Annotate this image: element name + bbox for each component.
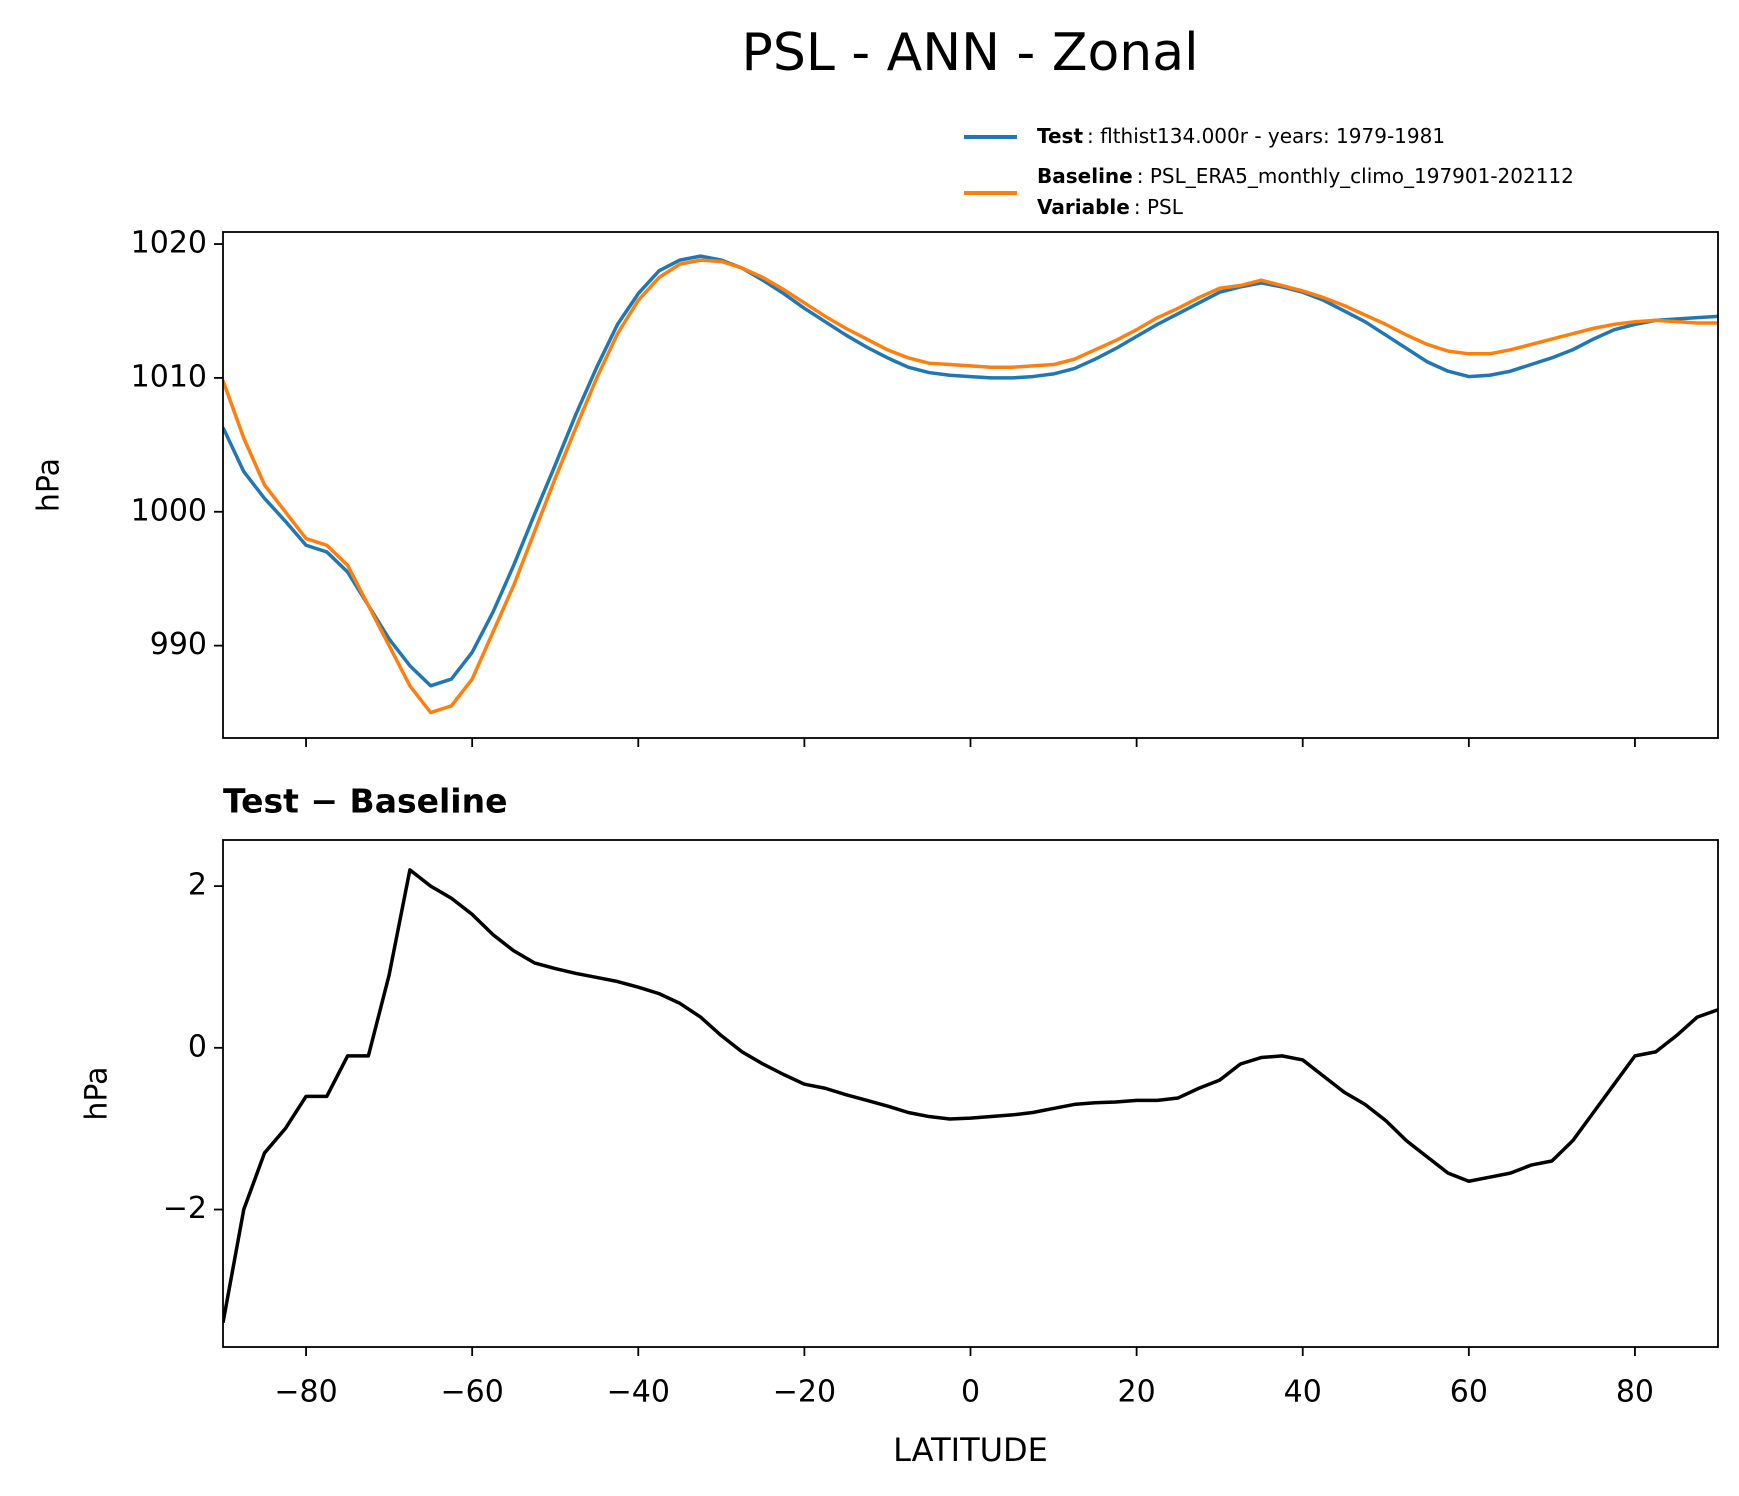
x-tick-label: 80: [1616, 1375, 1654, 1410]
x-tick-label: 0: [961, 1375, 980, 1410]
subplot-title: Test − Baseline: [223, 782, 508, 821]
axes-frame: [222, 839, 1719, 1348]
y-tick-label: 1000: [131, 493, 207, 528]
y-tick-label: 990: [150, 627, 207, 662]
x-tick-label: −20: [773, 1375, 836, 1410]
legend-entry: Baseline: PSL_ERA5_monthly_climo_197901-…: [1037, 164, 1574, 188]
x-tick-label: −80: [274, 1375, 337, 1410]
y-tick-label: 1010: [131, 359, 207, 394]
x-tick-label: 40: [1284, 1375, 1322, 1410]
legend-description: : flthist134.000r - years: 1979-1981: [1087, 124, 1445, 148]
y-axis-label: hPa: [32, 458, 67, 512]
y-tick-label: 0: [188, 1029, 207, 1064]
x-axis-label: LATITUDE: [893, 1431, 1048, 1469]
series-line: [223, 258, 1718, 715]
legend-description: : PSL_ERA5_monthly_climo_197901-202112: [1137, 164, 1574, 188]
legend-entry: Variable: PSL: [1037, 195, 1184, 219]
x-tick-label: −60: [441, 1375, 504, 1410]
legend-description: : PSL: [1134, 195, 1184, 219]
y-tick-label: 1020: [131, 226, 207, 261]
series-line: [223, 254, 1718, 688]
legend-name: Variable: [1037, 195, 1130, 219]
axes-frame: [222, 231, 1719, 739]
x-tick-label: −40: [607, 1375, 670, 1410]
y-axis-label: hPa: [80, 1066, 115, 1120]
legend-name: Test: [1037, 124, 1083, 148]
figure-title: PSL - ANN - Zonal: [741, 23, 1198, 83]
x-tick-label: 60: [1450, 1375, 1488, 1410]
y-tick-label: −2: [163, 1191, 207, 1226]
legend-name: Baseline: [1037, 164, 1133, 188]
x-tick-label: 20: [1118, 1375, 1156, 1410]
y-tick-label: 2: [188, 868, 207, 903]
legend-entry: Test: flthist134.000r - years: 1979-1981: [1037, 124, 1445, 148]
series-line: [223, 868, 1718, 1324]
